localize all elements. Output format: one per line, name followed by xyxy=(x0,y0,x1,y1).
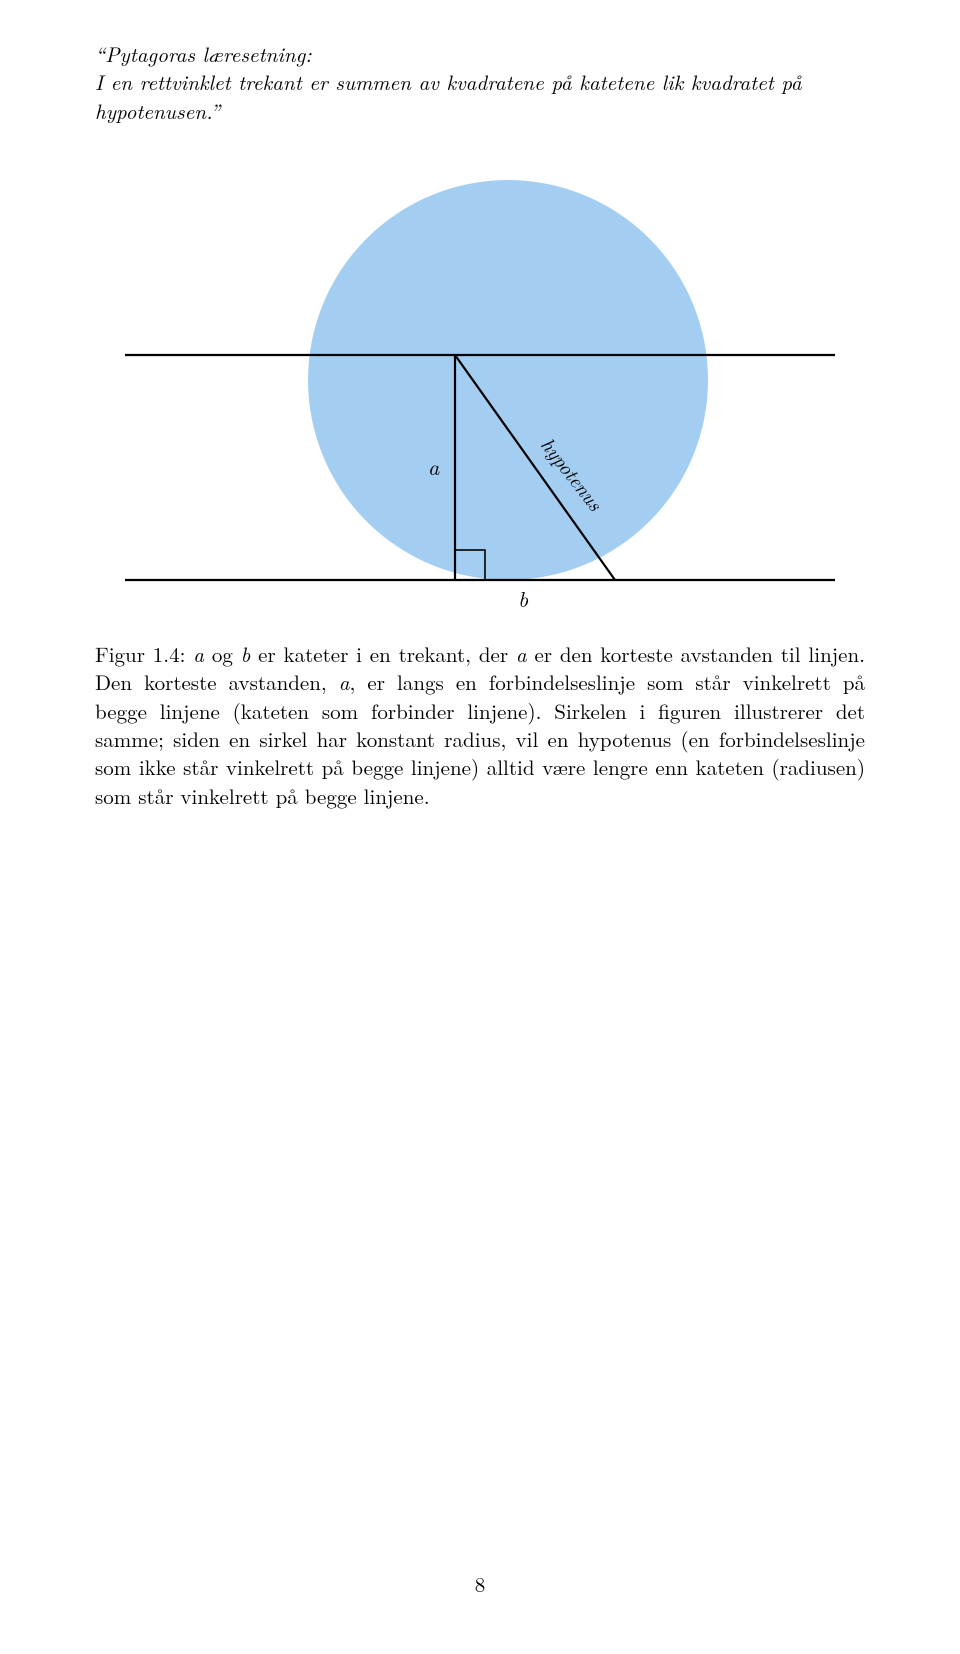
page: “Pytagoras læresetning: I en rettvinklet… xyxy=(0,0,960,1654)
caption-text-run: og xyxy=(204,639,241,669)
caption-prefix: Figur 1.4: xyxy=(95,639,193,669)
diagram-svg: abhypotenus xyxy=(95,155,865,615)
theorem-line2: I en rettvinklet trekant er summen av kv… xyxy=(95,67,802,125)
caption-italic-run: a xyxy=(193,639,204,669)
caption-italic-run: a xyxy=(516,639,527,669)
figure-caption: Figur 1.4: a og b er kateter i en trekan… xyxy=(95,640,865,810)
figure-1-4: abhypotenus xyxy=(95,155,865,615)
caption-body: a og b er kateter i en trekant, der a er… xyxy=(95,639,865,811)
theorem-block: “Pytagoras læresetning: I en rettvinklet… xyxy=(95,40,865,125)
label-a: a xyxy=(428,451,440,482)
caption-text-run: er kateter i en trekant, der xyxy=(250,639,516,669)
circle xyxy=(308,180,708,580)
page-number: 8 xyxy=(0,1569,960,1599)
caption-italic-run: b xyxy=(241,639,251,669)
theorem-line1: “Pytagoras læresetning: xyxy=(95,39,312,69)
label-b: b xyxy=(518,583,529,614)
caption-italic-run: a xyxy=(339,667,350,697)
